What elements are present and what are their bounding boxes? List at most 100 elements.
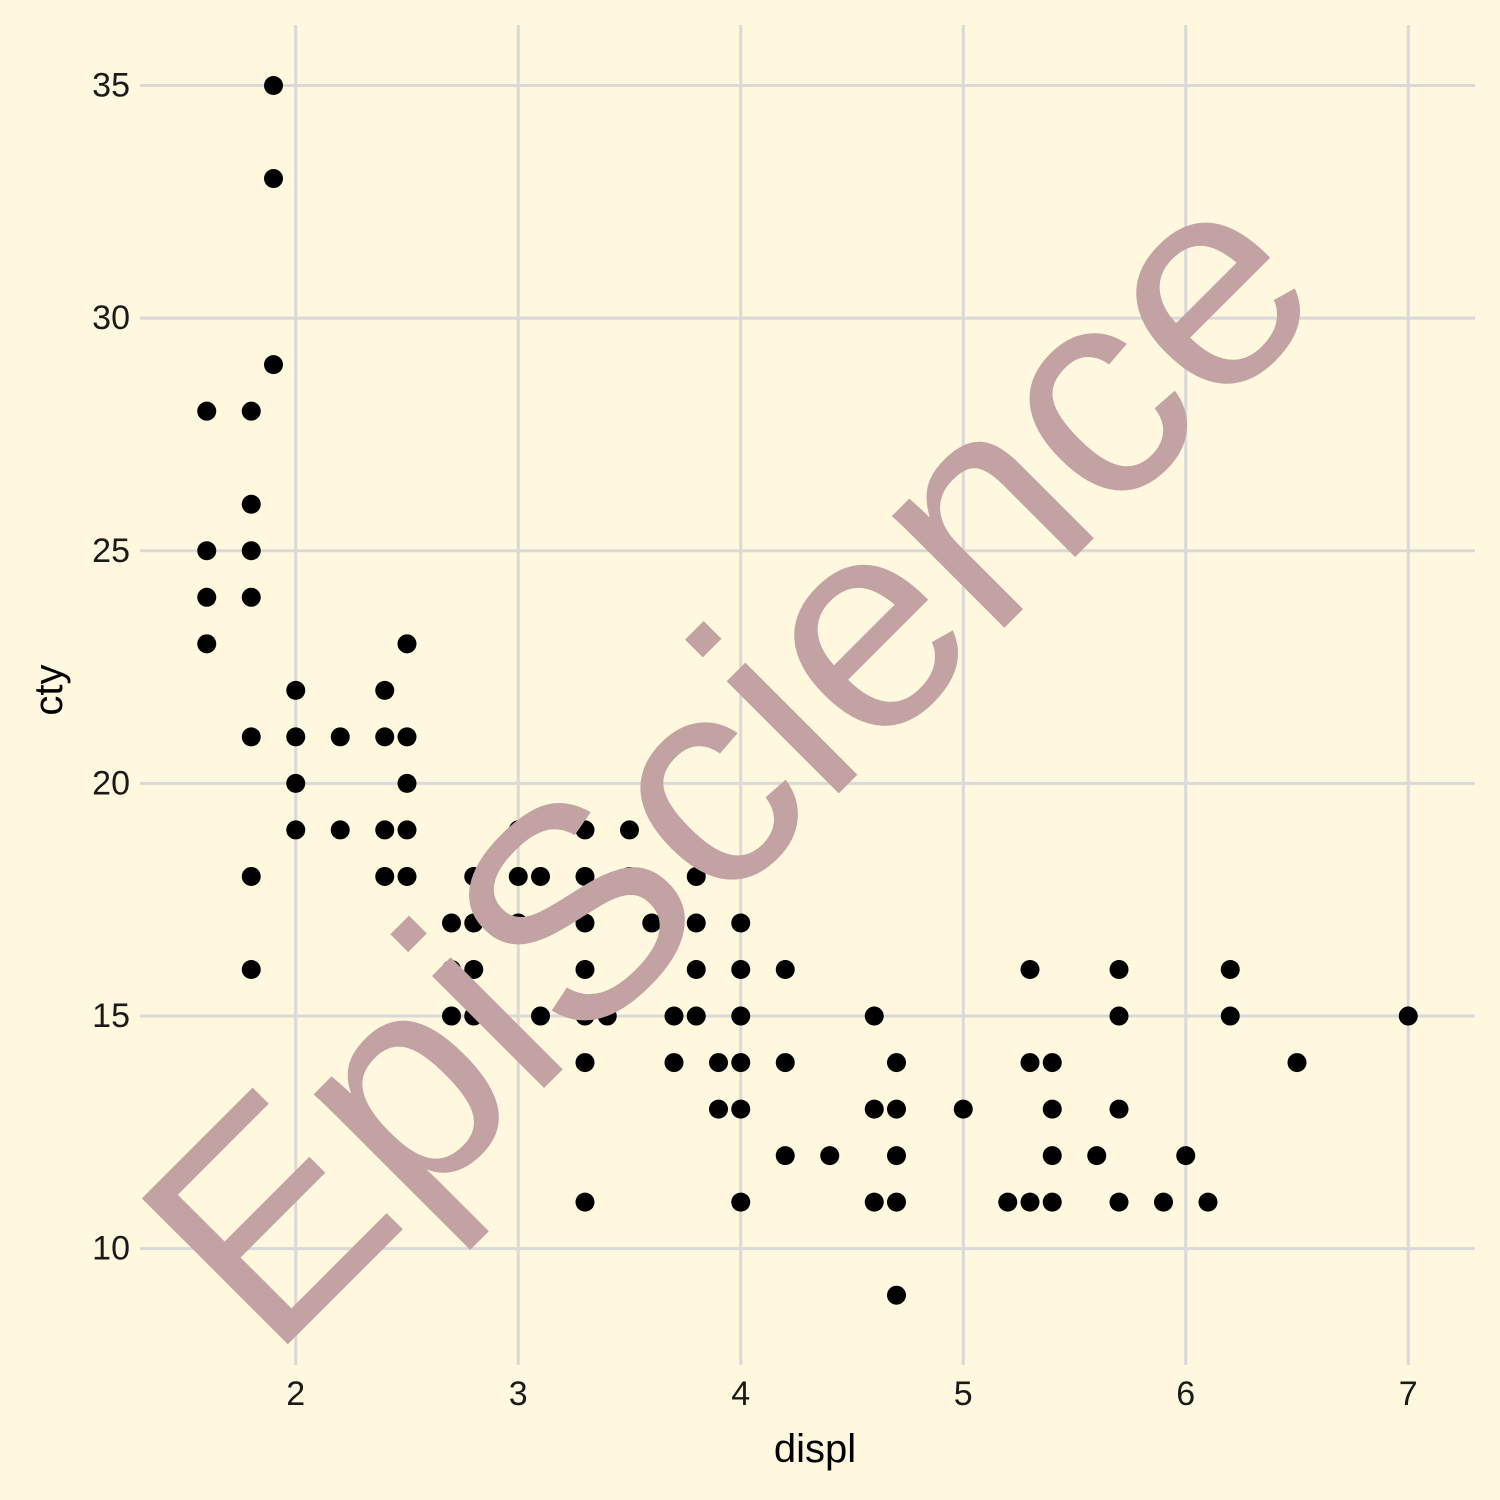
data-point [953, 1099, 973, 1119]
data-point [1109, 960, 1129, 980]
data-point [264, 75, 283, 95]
x-tick-label: 7 [1399, 1375, 1418, 1413]
data-point [197, 587, 217, 607]
data-point [709, 1053, 728, 1073]
data-point [330, 820, 350, 840]
data-point [887, 1146, 906, 1166]
data-point [597, 1006, 617, 1026]
data-point [686, 1006, 706, 1026]
data-point [864, 1192, 884, 1212]
data-point [197, 541, 217, 561]
data-point [887, 1099, 906, 1119]
data-point [1042, 1053, 1062, 1073]
data-point [887, 1053, 906, 1073]
data-point [1042, 1099, 1062, 1119]
data-point [464, 1006, 484, 1026]
data-point [241, 401, 261, 421]
data-points [197, 75, 1418, 1305]
y-tick-label: 10 [92, 1230, 130, 1268]
data-point [1087, 1146, 1107, 1166]
data-point [531, 866, 550, 886]
data-point [264, 169, 283, 189]
data-point [1398, 1006, 1418, 1026]
data-point [375, 727, 395, 747]
y-tick-label: 15 [92, 997, 130, 1035]
data-point [241, 960, 261, 980]
data-point [575, 1006, 595, 1026]
data-point [731, 913, 751, 933]
data-point [241, 866, 261, 886]
data-point [686, 866, 706, 886]
data-point [1020, 1053, 1040, 1073]
data-point [664, 1006, 684, 1026]
data-point [664, 1053, 684, 1073]
data-point [1020, 960, 1040, 980]
data-point [241, 494, 261, 514]
data-point [375, 820, 395, 840]
data-point [397, 866, 417, 886]
data-point [1198, 1192, 1218, 1212]
data-point [1109, 1006, 1129, 1026]
x-tick-label: 2 [286, 1375, 305, 1413]
y-tick-label: 25 [92, 532, 130, 570]
data-point [442, 913, 461, 933]
data-point [286, 680, 306, 700]
data-point [508, 913, 528, 933]
data-point [241, 587, 261, 607]
x-tick-label: 3 [509, 1375, 528, 1413]
data-point [375, 866, 395, 886]
data-point [286, 773, 306, 793]
x-axis-title: displ [774, 1427, 856, 1471]
data-point [1042, 1192, 1062, 1212]
data-point [575, 913, 595, 933]
data-point [197, 401, 217, 421]
data-point [464, 866, 484, 886]
data-point [241, 541, 261, 561]
data-point [820, 1146, 840, 1166]
data-point [575, 866, 595, 886]
data-point [731, 960, 751, 980]
data-point [397, 820, 417, 840]
data-point [330, 727, 350, 747]
data-point [620, 820, 639, 840]
y-tick-label: 30 [92, 299, 130, 337]
data-point [397, 727, 417, 747]
x-tick-label: 6 [1176, 1375, 1195, 1413]
data-point [531, 913, 550, 933]
data-point [442, 1006, 461, 1026]
data-point [642, 913, 662, 933]
data-point [775, 960, 795, 980]
data-point [286, 820, 306, 840]
data-point [575, 1053, 595, 1073]
data-point [731, 1192, 751, 1212]
data-point [575, 1192, 595, 1212]
data-point [442, 960, 461, 980]
data-point [887, 1285, 906, 1305]
data-point [1154, 1192, 1173, 1212]
data-point [1220, 960, 1240, 980]
data-point [775, 1146, 795, 1166]
data-point [397, 773, 417, 793]
data-point [241, 727, 261, 747]
data-point [1287, 1053, 1307, 1073]
data-point [686, 960, 706, 980]
data-point [531, 1006, 550, 1026]
data-point [1109, 1099, 1129, 1119]
y-tick-label: 35 [92, 66, 130, 104]
data-point [197, 634, 217, 654]
data-point [1109, 1192, 1129, 1212]
data-point [508, 866, 528, 886]
data-point [998, 1192, 1018, 1212]
x-axis-tick-labels: 2 3 4 5 6 7 [286, 1375, 1417, 1413]
data-point [397, 634, 417, 654]
data-point [464, 960, 484, 980]
data-point [686, 913, 706, 933]
data-point [375, 680, 395, 700]
data-point [731, 1006, 751, 1026]
data-point [575, 820, 595, 840]
y-axis-title: cty [27, 664, 71, 715]
data-point [864, 1099, 884, 1119]
y-axis-tick-labels: 10 15 20 25 30 35 [92, 66, 130, 1267]
y-tick-label: 20 [92, 764, 130, 802]
